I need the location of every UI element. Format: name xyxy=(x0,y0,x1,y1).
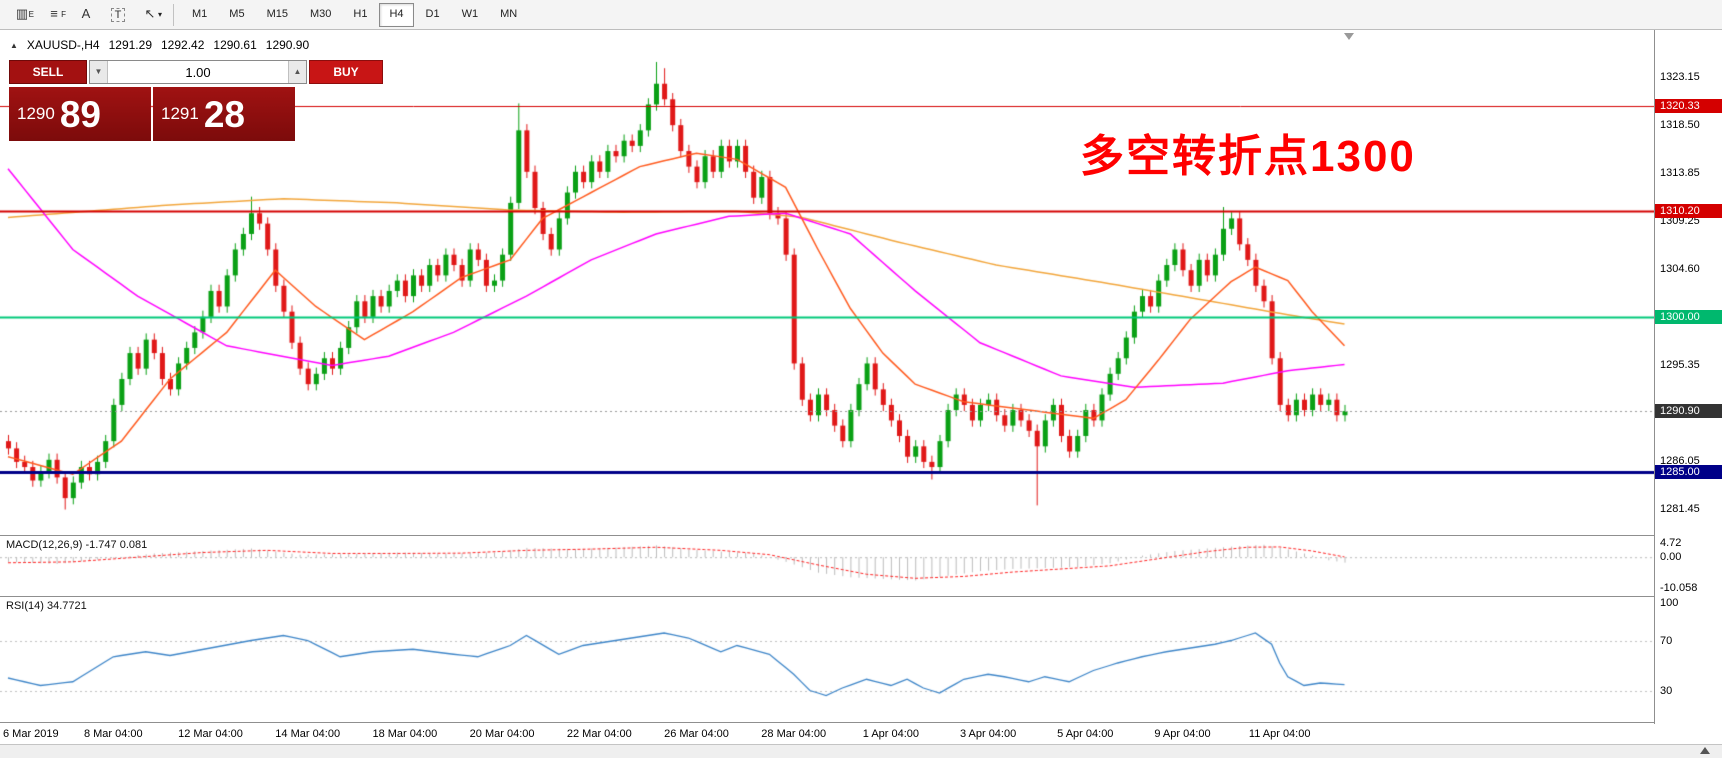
time-axis-label: 5 Apr 04:00 xyxy=(1057,728,1114,740)
symbol-label: XAUUSD-,H4 xyxy=(26,38,100,52)
candlestick-template-icon[interactable]: ▥ E xyxy=(15,5,34,21)
ohlc-low: 1290.61 xyxy=(213,38,257,52)
time-axis-label: 18 Mar 04:00 xyxy=(372,728,438,740)
timeframe-button-H4[interactable]: H4 xyxy=(379,2,414,27)
volume-control: ▼ ▲ xyxy=(89,60,307,84)
ohlc-high: 1292.42 xyxy=(161,38,205,52)
macd-axis-label: 0.00 xyxy=(1660,551,1682,564)
timeframe-button-M15[interactable]: M15 xyxy=(266,7,288,20)
buy-price-pips: 28 xyxy=(203,93,245,135)
time-axis-label: 6 Mar 2019 xyxy=(3,728,59,740)
price-axis-label: 1323.15 xyxy=(1660,71,1700,83)
price-axis-label: 1318.50 xyxy=(1660,119,1700,132)
rsi-axis-label: 30 xyxy=(1660,684,1673,697)
sell-price-panel[interactable]: 1290 89 xyxy=(9,87,151,141)
volume-input[interactable] xyxy=(108,61,288,83)
time-axis-label: 22 Mar 04:00 xyxy=(566,728,632,740)
time-axis-label: 9 Apr 04:00 xyxy=(1154,728,1211,740)
time-axis-label: 1 Apr 04:00 xyxy=(862,728,920,740)
timeframe-group: M1 M5 M15 M30 H1 H4 D1 W1 MN xyxy=(181,2,528,27)
timeframe-button-W1[interactable]: W1 xyxy=(461,7,479,20)
time-axis[interactable]: 6 Mar 2019 8 Mar 04:00 12 Mar 04:00 14 Mar … xyxy=(0,724,1722,744)
sell-price-pips: 89 xyxy=(59,93,101,135)
horizontal-scrollbar[interactable] xyxy=(0,744,1722,758)
price-axis[interactable]: 1323.15 1318.50 1313.85 1309.25 1304.60 1295.… xyxy=(1654,30,1722,724)
rsi-canvas[interactable] xyxy=(0,598,1654,722)
price-axis-label: 1286.05 xyxy=(1660,455,1700,468)
sell-button[interactable]: SELL xyxy=(9,60,87,84)
rsi-axis-label: 70 xyxy=(1660,634,1673,647)
sell-price-main: 1290 xyxy=(17,104,55,123)
macd-label: MACD(12,26,9) -1.747 0.081 xyxy=(6,539,148,551)
price-axis-label: 1304.60 xyxy=(1660,263,1700,276)
time-axis-label: 26 Mar 04:00 xyxy=(664,728,729,740)
oct-collapse-icon[interactable]: ▲ xyxy=(10,40,18,50)
toolbar-separator xyxy=(173,3,174,26)
time-axis-label: 11 Apr 04:00 xyxy=(1248,728,1311,740)
one-click-trading-widget: SELL ▼ ▲ BUY 1290 89 1291 28 xyxy=(9,60,383,141)
ohlc-close: 1290.90 xyxy=(265,38,310,52)
cursor-tool-icon[interactable]: ↖ ▾ xyxy=(144,5,162,21)
ohlc-open: 1291.29 xyxy=(108,38,152,52)
price-axis-label: 1313.85 xyxy=(1660,167,1700,180)
volume-increase-button[interactable]: ▲ xyxy=(288,61,306,83)
timeframe-button-H1[interactable]: H1 xyxy=(353,7,368,20)
price-level-badge: 1300.00 xyxy=(1655,309,1722,324)
timeframe-button-MN[interactable]: MN xyxy=(500,7,518,20)
chart-tools-group: ▥ E ≡ F A T ↖ ▾ xyxy=(0,2,166,28)
timeframe-button-M5[interactable]: M5 xyxy=(229,7,245,20)
panel-separator[interactable] xyxy=(0,596,1722,597)
time-axis-label: 14 Mar 04:00 xyxy=(275,728,341,740)
time-axis-label: 3 Apr 04:00 xyxy=(959,728,1017,740)
buy-button[interactable]: BUY xyxy=(309,60,383,84)
indicator-list-icon[interactable]: ≡ F xyxy=(50,5,66,21)
volume-decrease-button[interactable]: ▼ xyxy=(90,61,108,83)
price-axis-label: 1281.45 xyxy=(1660,503,1700,515)
price-axis-label: 1295.35 xyxy=(1660,359,1700,371)
chart-shift-marker-icon xyxy=(1344,33,1354,40)
rsi-label: RSI(14) 34.7721 xyxy=(6,600,87,612)
time-axis-label: 12 Mar 04:00 xyxy=(178,728,243,740)
time-axis-label: 8 Mar 04:00 xyxy=(83,728,143,740)
price-level-badge: 1290.90 xyxy=(1655,404,1722,419)
panel-separator[interactable] xyxy=(0,722,1722,723)
timeframe-button-M1[interactable]: M1 xyxy=(192,7,208,20)
macd-axis-label: -10.058 xyxy=(1660,582,1698,595)
rsi-axis-label: 100 xyxy=(1660,597,1679,609)
buy-price-main: 1291 xyxy=(161,104,199,123)
font-tool-icon[interactable]: A xyxy=(81,5,91,21)
buy-price-panel[interactable]: 1291 28 xyxy=(153,87,295,141)
panel-separator[interactable] xyxy=(0,535,1722,536)
price-level-badge: 1285.00 xyxy=(1655,465,1722,480)
price-level-badge: 1310.20 xyxy=(1655,204,1722,219)
main-toolbar: ▥ E ≡ F A T ↖ ▾ M1 M5 M15 M30 H1 H4 D1 W1 MN xyxy=(0,0,1722,30)
macd-axis-label: 4.72 xyxy=(1660,536,1682,549)
scrollbar-arrow-icon[interactable] xyxy=(1700,747,1710,754)
time-axis-label: 28 Mar 04:00 xyxy=(761,728,827,740)
price-level-badge: 1320.33 xyxy=(1655,99,1722,114)
macd-canvas[interactable] xyxy=(0,537,1654,596)
chart-annotation-text: 多空转折点1300 xyxy=(1080,132,1416,181)
timeframe-button-D1[interactable]: D1 xyxy=(425,7,440,20)
text-box-tool-icon[interactable]: T xyxy=(103,2,133,28)
timeframe-button-M30[interactable]: M30 xyxy=(309,7,332,20)
time-axis-label: 20 Mar 04:00 xyxy=(469,728,535,740)
chart-header: ▲ XAUUSD-,H4 1291.29 1292.42 1290.61 129… xyxy=(10,38,309,52)
